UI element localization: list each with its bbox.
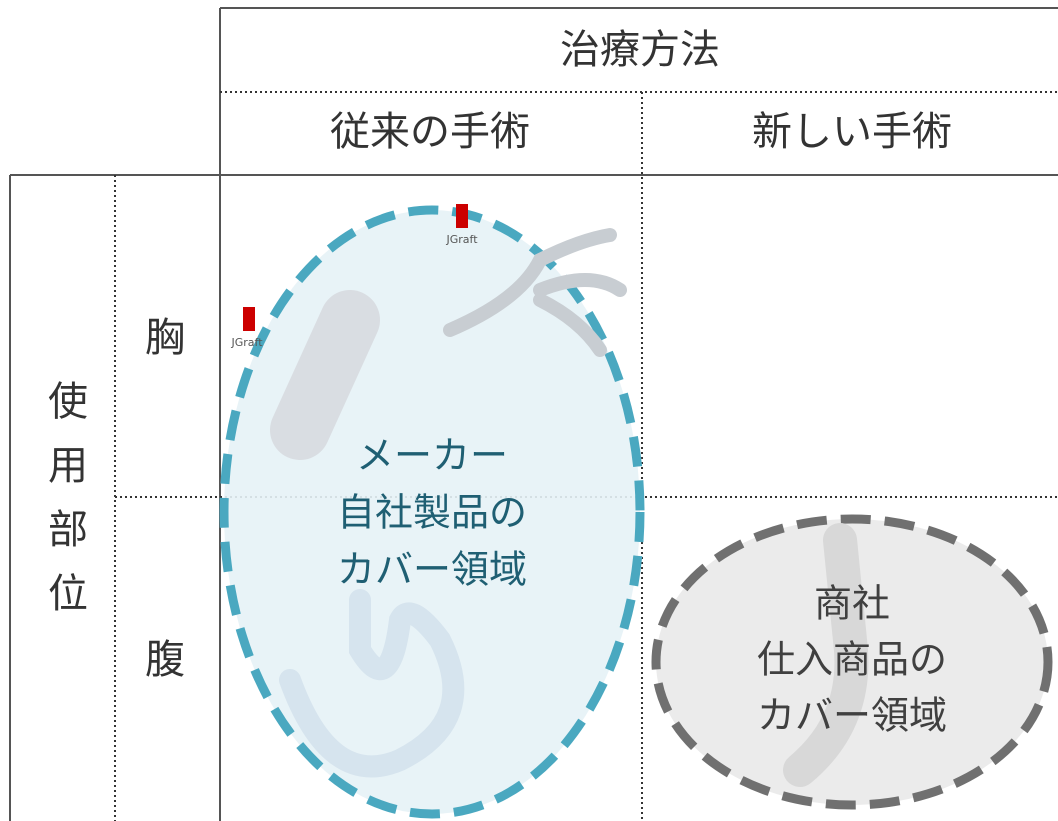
table-lines <box>9 7 1058 821</box>
row-label: 胸 <box>145 315 185 361</box>
graft-sketch <box>533 293 607 357</box>
header-title: 治療方法 <box>560 27 720 73</box>
region-label: メーカー <box>356 434 508 478</box>
row-title: 使用部位 <box>41 380 88 636</box>
region-label: 商社 <box>814 582 890 626</box>
region-label: 自社製品の <box>337 491 527 535</box>
graft-sketch <box>270 290 380 460</box>
graft-sketch <box>783 523 869 787</box>
graft-sketch <box>279 589 465 778</box>
logo-text: JGraft <box>445 233 478 246</box>
logo-mark <box>456 204 468 228</box>
region-label: 仕入商品の <box>757 638 947 682</box>
column-label: 従来の手術 <box>330 109 530 155</box>
logo-mark <box>243 307 255 331</box>
row-label: 腹 <box>145 637 185 683</box>
region-label: カバー領域 <box>757 694 947 738</box>
graft-sketch <box>533 273 627 297</box>
region-label: カバー領域 <box>337 548 527 592</box>
logo-text: JGraft <box>230 336 263 349</box>
product-images <box>270 228 869 787</box>
column-label: 新しい手術 <box>752 109 952 155</box>
graft-sketch <box>443 228 617 337</box>
